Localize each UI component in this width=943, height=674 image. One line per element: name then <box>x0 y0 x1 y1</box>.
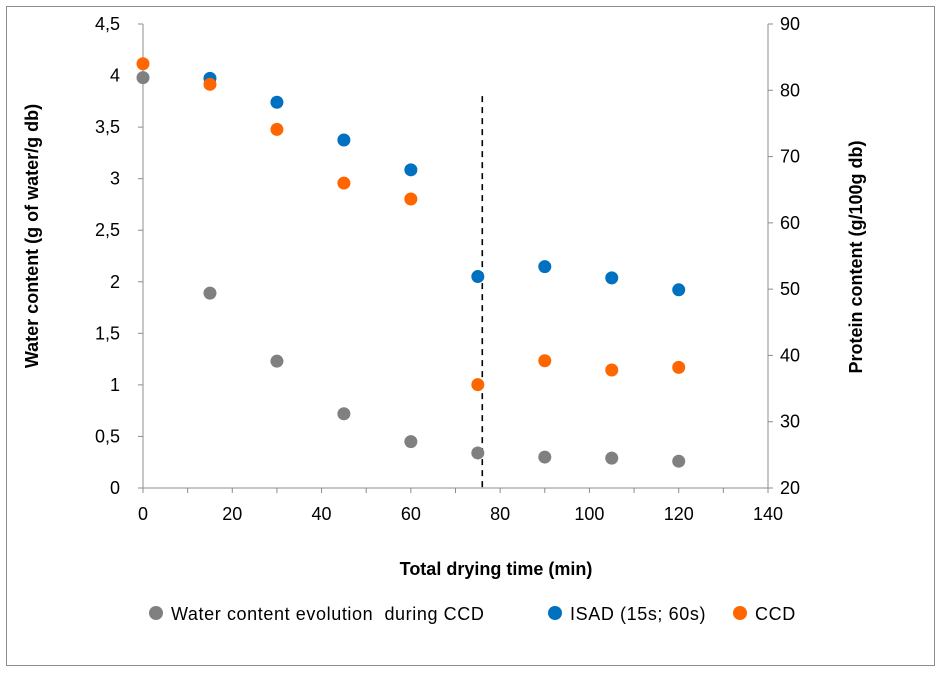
data-point-series-2 <box>270 122 284 136</box>
data-point-series-0 <box>538 450 552 464</box>
y-tick-label: 0,5 <box>95 426 120 446</box>
x-tick-label: 100 <box>574 504 604 524</box>
x-axis-title: Total drying time (min) <box>400 559 593 579</box>
legend-item-ccd: CCD <box>733 604 796 624</box>
x-tick-label: 60 <box>401 504 421 524</box>
y2-tick-label: 80 <box>780 80 800 100</box>
legend-item-water-content: Water content evolution during CCD <box>149 604 484 624</box>
x-tick-label: 140 <box>753 504 783 524</box>
data-point-series-2 <box>203 77 217 91</box>
axes <box>142 24 769 489</box>
y-tick-label: 4 <box>110 66 120 86</box>
data-point-series-1 <box>471 270 485 284</box>
data-point-series-1 <box>605 271 619 285</box>
y2-tick-label: 60 <box>780 213 800 233</box>
legend-label-isad: ISAD (15s; 60s) <box>570 604 706 624</box>
ticks <box>138 23 773 493</box>
y2-tick-label: 30 <box>780 412 800 432</box>
tick-labels: 0 20 40 60 80 100 120 140 0 0,5 1 1,5 2 2,5 3 3,5 4 4,5 20… <box>95 14 800 524</box>
x-tick-label: 40 <box>312 504 332 524</box>
data-point-series-2 <box>471 378 485 392</box>
y2-axis-title: Protein content (g/100g db) <box>846 140 866 373</box>
x-tick-label: 120 <box>664 504 694 524</box>
y-tick-label: 1 <box>110 375 120 395</box>
data-point-series-1 <box>270 95 284 109</box>
y-tick-label: 3,5 <box>95 117 120 137</box>
legend-label-water-content: Water content evolution during CCD <box>171 604 484 624</box>
legend: Water content evolution during CCD ISAD … <box>149 604 796 624</box>
x-tick-label: 0 <box>138 504 148 524</box>
data-point-series-0 <box>203 286 217 300</box>
data-point-series-2 <box>605 363 619 377</box>
data-point-series-1 <box>538 260 552 274</box>
data-point-series-2 <box>337 176 351 190</box>
y-tick-label: 2,5 <box>95 220 120 240</box>
y2-tick-label: 90 <box>780 14 800 34</box>
y-tick-label: 0 <box>110 478 120 498</box>
data-point-series-1 <box>672 283 686 297</box>
legend-marker-ccd <box>733 606 747 620</box>
y-tick-label: 3 <box>110 169 120 189</box>
data-point-series-0 <box>404 435 418 449</box>
x-tick-label: 20 <box>222 504 242 524</box>
data-point-series-0 <box>605 451 619 465</box>
legend-marker-water-content <box>149 606 163 620</box>
y2-tick-label: 50 <box>780 279 800 299</box>
data-point-series-1 <box>337 133 351 147</box>
data-point-series-0 <box>270 354 284 368</box>
data-point-series-2 <box>672 360 686 374</box>
y-tick-label: 2 <box>110 272 120 292</box>
data-point-series-0 <box>672 454 686 468</box>
data-point-series-0 <box>136 71 150 85</box>
data-point-series-2 <box>538 354 552 368</box>
legend-item-isad: ISAD (15s; 60s) <box>548 604 706 624</box>
y2-tick-label: 70 <box>780 147 800 167</box>
data-point-series-2 <box>136 57 150 71</box>
y-tick-label: 1,5 <box>95 323 120 343</box>
y-axis-title: Water content (g of water/g db) <box>22 104 42 368</box>
chart-frame <box>6 6 935 666</box>
data-point-series-0 <box>337 407 351 421</box>
y2-tick-label: 40 <box>780 345 800 365</box>
legend-marker-isad <box>548 606 562 620</box>
x-tick-label: 80 <box>490 504 510 524</box>
y-tick-label: 4,5 <box>95 14 120 34</box>
data-point-series-2 <box>404 192 418 206</box>
data-points <box>136 57 686 468</box>
y2-tick-label: 20 <box>780 478 800 498</box>
legend-label-ccd: CCD <box>755 604 796 624</box>
data-point-series-0 <box>471 446 485 460</box>
data-point-series-1 <box>404 163 418 177</box>
